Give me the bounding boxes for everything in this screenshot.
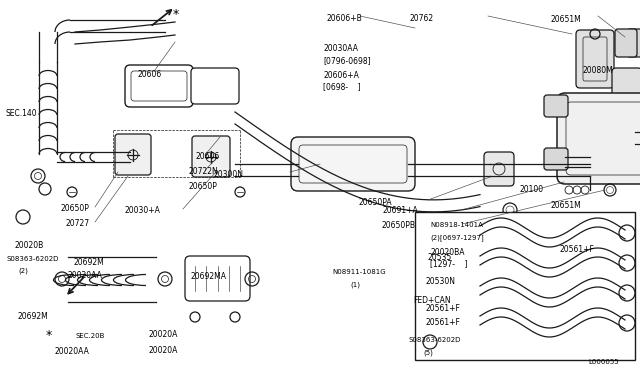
Text: 20692M: 20692M <box>18 312 49 321</box>
FancyBboxPatch shape <box>627 29 640 57</box>
FancyBboxPatch shape <box>299 145 407 183</box>
Text: 20606+A: 20606+A <box>323 71 359 80</box>
Text: SEC.20B: SEC.20B <box>76 333 105 339</box>
Text: 20606: 20606 <box>138 70 162 79</box>
Text: 20691+A: 20691+A <box>383 206 419 215</box>
Text: 20561+F: 20561+F <box>426 318 460 327</box>
Text: 20030AA: 20030AA <box>323 44 358 53</box>
FancyBboxPatch shape <box>583 37 607 81</box>
Text: (5): (5) <box>424 349 433 356</box>
Text: 20020B: 20020B <box>14 241 44 250</box>
Text: 20030+A: 20030+A <box>125 206 161 215</box>
Text: 20651M: 20651M <box>550 15 581 24</box>
Text: [0698-    ]: [0698- ] <box>323 83 361 92</box>
Text: N08911-1081G: N08911-1081G <box>333 269 387 275</box>
Text: 20561+F: 20561+F <box>560 245 595 254</box>
FancyBboxPatch shape <box>576 30 614 88</box>
Text: (1): (1) <box>351 281 361 288</box>
Text: 20650PB: 20650PB <box>381 221 415 230</box>
Text: SEC.140: SEC.140 <box>5 109 36 118</box>
Text: 20650P: 20650P <box>61 204 90 213</box>
FancyBboxPatch shape <box>484 152 514 186</box>
Text: 20722N: 20722N <box>189 167 218 176</box>
Text: 20606: 20606 <box>195 152 220 161</box>
FancyBboxPatch shape <box>544 148 568 170</box>
FancyBboxPatch shape <box>291 137 415 191</box>
Text: 20727: 20727 <box>66 219 90 228</box>
Text: 20762: 20762 <box>410 14 434 23</box>
Text: 20650PA: 20650PA <box>358 198 392 207</box>
Text: [0796-0698]: [0796-0698] <box>323 56 371 65</box>
FancyBboxPatch shape <box>131 71 187 101</box>
Text: FED+CAN: FED+CAN <box>413 296 451 305</box>
Text: 20561+F: 20561+F <box>426 304 460 312</box>
Text: 20300N: 20300N <box>213 170 243 179</box>
FancyBboxPatch shape <box>612 68 640 106</box>
Text: 20080M: 20080M <box>582 66 613 75</box>
Text: 20606+B: 20606+B <box>326 14 362 23</box>
Text: *: * <box>46 329 52 342</box>
Text: 20100: 20100 <box>520 185 544 194</box>
Text: 20020BA: 20020BA <box>430 248 465 257</box>
Text: [1297-    ]: [1297- ] <box>430 260 468 269</box>
Text: 20650P: 20650P <box>189 182 218 190</box>
Text: S08363-6202D: S08363-6202D <box>6 256 59 262</box>
FancyBboxPatch shape <box>615 29 637 57</box>
FancyBboxPatch shape <box>185 256 250 301</box>
Text: *: * <box>173 9 179 21</box>
Text: N08918-1401A: N08918-1401A <box>430 222 483 228</box>
FancyBboxPatch shape <box>125 65 193 107</box>
FancyBboxPatch shape <box>557 93 640 184</box>
Text: 20020A: 20020A <box>148 346 178 355</box>
Text: 20692MA: 20692MA <box>191 272 227 280</box>
Text: 20535: 20535 <box>428 253 452 262</box>
Text: 20651M: 20651M <box>550 201 581 210</box>
Bar <box>415 212 635 360</box>
Text: 20692M: 20692M <box>74 258 104 267</box>
Text: 20020AA: 20020AA <box>54 347 89 356</box>
Text: 20530N: 20530N <box>426 278 456 286</box>
FancyBboxPatch shape <box>191 68 239 104</box>
FancyBboxPatch shape <box>192 136 230 177</box>
Text: L000055: L000055 <box>589 359 620 365</box>
FancyBboxPatch shape <box>544 95 568 117</box>
FancyBboxPatch shape <box>115 134 151 175</box>
Text: 20020A: 20020A <box>148 330 178 339</box>
FancyBboxPatch shape <box>566 102 640 175</box>
Text: 20020AA: 20020AA <box>67 271 102 280</box>
Text: (2): (2) <box>18 267 28 274</box>
Text: (2)[0697-1297]: (2)[0697-1297] <box>430 234 484 241</box>
Text: S08363-6202D: S08363-6202D <box>408 337 461 343</box>
